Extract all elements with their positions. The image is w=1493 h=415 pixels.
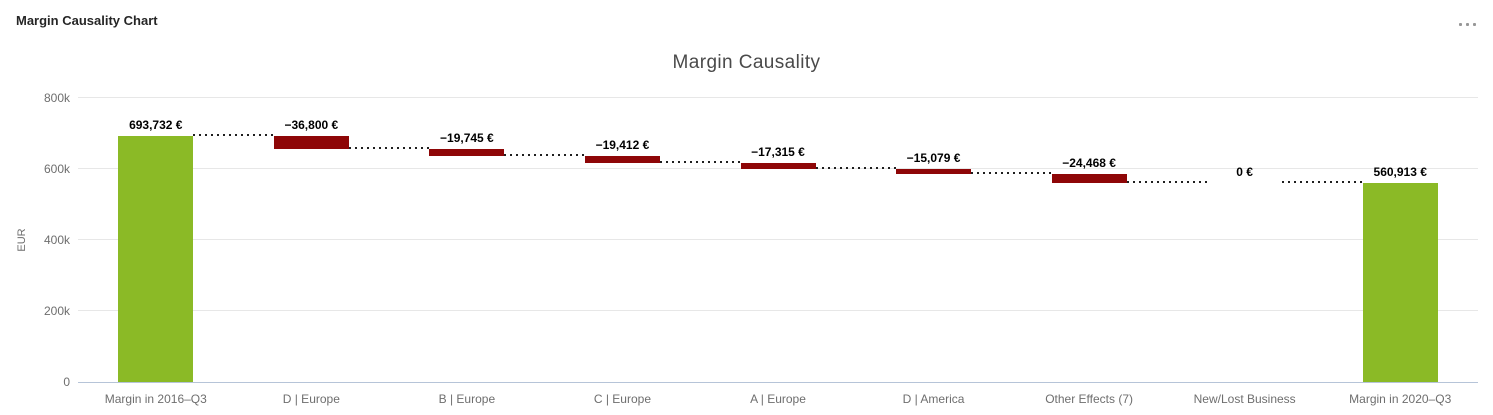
bar-value-label: 693,732 €	[129, 117, 183, 132]
connector-line	[193, 133, 274, 136]
bar-value-label: 0 €	[1236, 164, 1253, 179]
connector-line	[815, 166, 897, 169]
connector-line	[1126, 180, 1208, 183]
x-category-label: A | Europe	[750, 392, 806, 406]
waterfall-bar[interactable]	[896, 168, 972, 175]
waterfall-bar[interactable]	[273, 135, 349, 149]
y-tick-label: 800k	[43, 91, 70, 105]
gridline	[78, 97, 1478, 98]
connector-line	[504, 153, 585, 156]
x-category-label: D | Europe	[282, 392, 340, 406]
ellipsis-dot	[1466, 23, 1469, 26]
y-tick-label: 0	[63, 375, 70, 389]
x-category-label: Margin in 2020–Q3	[1349, 392, 1452, 406]
bar-value-label: 560,913 €	[1373, 164, 1427, 179]
bar-value-label: −15,079 €	[906, 150, 961, 165]
connector-line	[1282, 180, 1363, 183]
y-tick-label: 600k	[43, 162, 70, 176]
waterfall-bar[interactable]	[1362, 182, 1438, 382]
gridline	[78, 310, 1478, 311]
connector-line	[659, 160, 741, 163]
ellipsis-dot	[1459, 23, 1462, 26]
waterfall-bar[interactable]	[429, 148, 505, 156]
bar-value-label: −19,412 €	[595, 137, 650, 152]
axis-baseline	[78, 382, 1478, 383]
bar-value-label: −24,468 €	[1062, 156, 1116, 171]
waterfall-bar[interactable]	[1051, 174, 1127, 183]
bar-value-label: −17,315 €	[751, 144, 805, 159]
x-category-label: D | America	[902, 392, 965, 406]
connector-line	[348, 146, 430, 149]
widget-title: Margin Causality Chart	[16, 13, 158, 28]
connector-line	[971, 172, 1052, 175]
x-category-label: Margin in 2016–Q3	[104, 392, 207, 406]
waterfall-bar[interactable]	[118, 135, 194, 382]
waterfall-bar[interactable]	[740, 162, 816, 169]
y-tick-label: 400k	[43, 233, 70, 247]
chart-title: Margin Causality	[672, 52, 821, 73]
overflow-menu-icon[interactable]	[1454, 18, 1481, 31]
bar-value-label: −36,800 €	[284, 117, 339, 132]
ellipsis-dot	[1473, 23, 1476, 26]
x-category-label: New/Lost Business	[1193, 392, 1296, 406]
waterfall-bar[interactable]	[584, 155, 660, 163]
x-category-label: C | Europe	[593, 392, 651, 406]
bar-value-label: −19,745 €	[440, 130, 494, 145]
x-category-label: B | Europe	[438, 392, 496, 406]
y-tick-label: 200k	[43, 304, 70, 318]
x-category-label: Other Effects (7)	[1045, 392, 1133, 406]
gridline	[78, 239, 1478, 240]
plot-area: 693,732 € −36,800 € −19,745 € −19,412 € −17,…	[78, 97, 1478, 383]
